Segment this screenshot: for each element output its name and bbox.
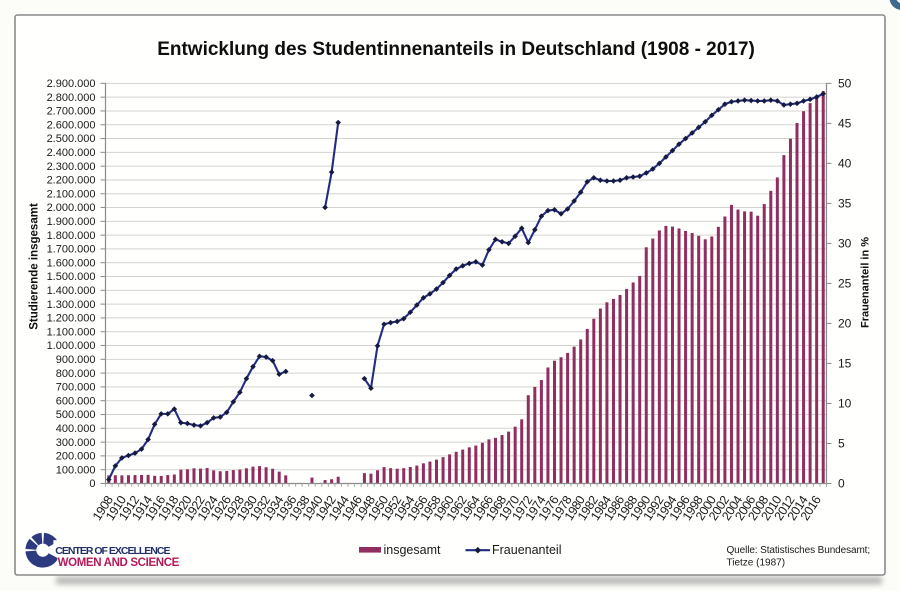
svg-text:1.100.000: 1.100.000 xyxy=(47,326,96,338)
svg-text:1.700.000: 1.700.000 xyxy=(47,244,96,256)
svg-text:600.000: 600.000 xyxy=(56,395,96,407)
svg-text:2.800.000: 2.800.000 xyxy=(47,92,96,104)
svg-text:Frauenanteil: Frauenanteil xyxy=(492,543,562,557)
svg-text:2.700.000: 2.700.000 xyxy=(47,106,96,118)
svg-text:2.300.000: 2.300.000 xyxy=(47,161,96,173)
svg-text:1.200.000: 1.200.000 xyxy=(47,313,96,325)
svg-text:2.900.000: 2.900.000 xyxy=(47,78,96,90)
svg-text:1.400.000: 1.400.000 xyxy=(47,285,96,297)
svg-text:25: 25 xyxy=(838,277,852,291)
svg-text:10: 10 xyxy=(838,397,852,411)
svg-text:2.100.000: 2.100.000 xyxy=(47,188,96,200)
svg-text:40: 40 xyxy=(838,157,852,171)
svg-text:CENTER OF EXCELLENCE: CENTER OF EXCELLENCE xyxy=(55,545,170,557)
svg-text:400.000: 400.000 xyxy=(56,423,96,435)
svg-text:1.600.000: 1.600.000 xyxy=(47,257,96,269)
svg-text:30: 30 xyxy=(838,237,852,251)
svg-text:5: 5 xyxy=(838,437,845,451)
svg-text:35: 35 xyxy=(838,197,852,211)
svg-text:100.000: 100.000 xyxy=(56,464,96,476)
svg-text:15: 15 xyxy=(838,357,852,371)
svg-text:800.000: 800.000 xyxy=(56,368,96,380)
svg-text:20: 20 xyxy=(838,317,852,331)
svg-text:2.400.000: 2.400.000 xyxy=(47,147,96,159)
svg-text:500.000: 500.000 xyxy=(56,409,96,421)
svg-text:Quelle: Statistisches Bundesam: Quelle: Statistisches Bundesamt; xyxy=(727,545,871,556)
svg-text:45: 45 xyxy=(838,117,852,131)
svg-text:WOMEN AND SCIENCE: WOMEN AND SCIENCE xyxy=(58,557,180,569)
svg-text:2.500.000: 2.500.000 xyxy=(47,133,96,145)
svg-text:200.000: 200.000 xyxy=(56,451,96,463)
svg-text:2.200.000: 2.200.000 xyxy=(47,175,96,187)
svg-text:50: 50 xyxy=(838,77,852,91)
svg-text:900.000: 900.000 xyxy=(56,354,96,366)
svg-text:2.000.000: 2.000.000 xyxy=(47,202,96,214)
svg-text:700.000: 700.000 xyxy=(56,382,96,394)
svg-text:300.000: 300.000 xyxy=(56,437,96,449)
svg-text:Frauenanteil in %: Frauenanteil in % xyxy=(860,237,872,328)
svg-text:1.900.000: 1.900.000 xyxy=(47,216,96,228)
svg-text:1.300.000: 1.300.000 xyxy=(47,299,96,311)
svg-text:0: 0 xyxy=(89,478,95,490)
svg-text:insgesamt: insgesamt xyxy=(384,543,441,557)
svg-text:Studierende insgesamt: Studierende insgesamt xyxy=(29,203,41,330)
svg-text:1.000.000: 1.000.000 xyxy=(47,340,96,352)
svg-text:0: 0 xyxy=(838,477,845,491)
svg-text:2.600.000: 2.600.000 xyxy=(47,119,96,131)
svg-text:Entwicklung des Studentinnenan: Entwicklung des Studentinnenanteils in D… xyxy=(157,39,755,60)
svg-text:1.500.000: 1.500.000 xyxy=(47,271,96,283)
svg-text:1.800.000: 1.800.000 xyxy=(47,230,96,242)
svg-text:Tietze (1987): Tietze (1987) xyxy=(727,558,786,569)
